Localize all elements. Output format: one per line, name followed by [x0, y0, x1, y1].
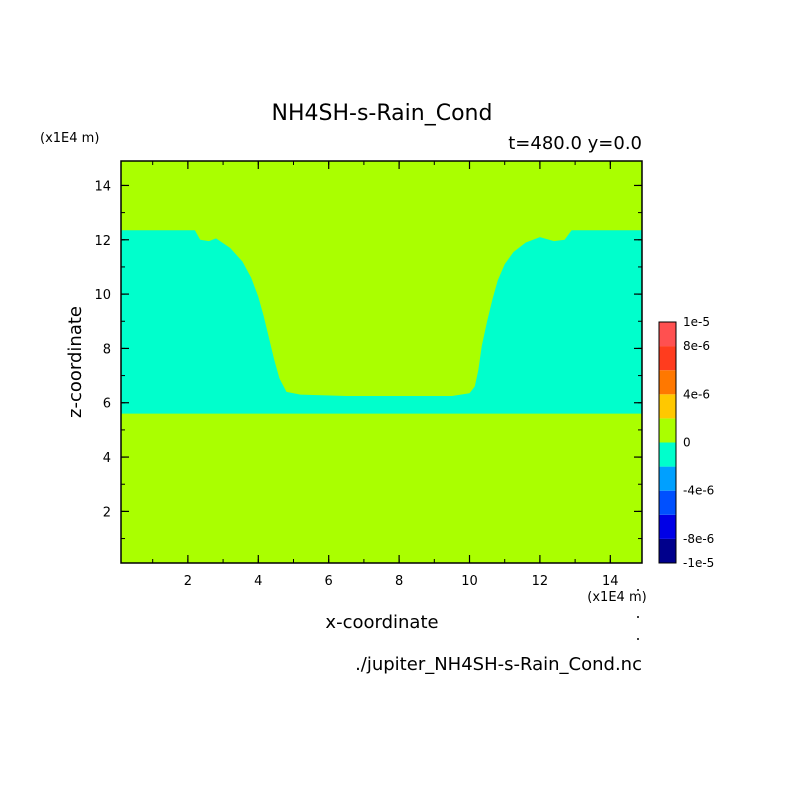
y-unit-label: (x1E4 m): [40, 131, 99, 146]
colorbar-label: -1e-5: [683, 556, 714, 570]
x-tick-label: 4: [254, 574, 262, 589]
colorbar-label: -8e-6: [683, 532, 714, 546]
x-tick-label: 10: [461, 574, 478, 589]
x-tick-label: 14: [602, 574, 619, 589]
x-axis: 2 4 6 8 10 12 14: [152, 161, 619, 589]
colorbar-segment: [659, 370, 676, 395]
x-unit-label: (x1E4 m): [587, 590, 646, 605]
plot-frame: [120, 160, 643, 564]
colorbar-segment: [659, 418, 676, 443]
y-tick-label: 14: [94, 179, 111, 194]
plot-area: [120, 160, 643, 564]
colorbar-segment: [659, 394, 676, 419]
marker-dot: [637, 638, 639, 640]
marker-dot: [637, 589, 639, 591]
colorbar-label: -4e-6: [683, 484, 714, 498]
x-tick-label: 8: [395, 574, 403, 589]
y-tick-label: 4: [103, 451, 111, 466]
y-axis: 2 4 6 8 10 12 14: [94, 179, 642, 540]
colorbar-segment: [659, 490, 676, 515]
chart-subtitle: t=480.0 y=0.0: [508, 133, 642, 154]
colorbar-segment: [659, 442, 676, 467]
x-axis-label: x-coordinate: [325, 612, 438, 633]
colorbar-segment: [659, 322, 676, 347]
chart-title: NH4SH-s-Rain_Cond: [272, 101, 493, 126]
colorbar-segment: [659, 346, 676, 371]
colorbar: -1e-5 -8e-6 -4e-6 0 4e-6 8e-6 1e-5: [658, 315, 714, 570]
colorbar-label: 4e-6: [683, 387, 710, 401]
x-tick-label: 2: [184, 574, 192, 589]
y-tick-label: 10: [94, 288, 111, 303]
colorbar-label: 0: [683, 436, 691, 450]
colorbar-label: 1e-5: [683, 315, 710, 329]
source-file-label: ./jupiter_NH4SH-s-Rain_Cond.nc: [355, 654, 642, 675]
y-axis-label: z-coordinate: [65, 306, 86, 418]
y-tick-label: 8: [103, 342, 111, 357]
colorbar-frame: [658, 321, 677, 564]
marker-dot: [637, 616, 639, 618]
x-tick-label: 12: [532, 574, 549, 589]
colorbar-segment: [659, 514, 676, 539]
colorbar-segment: [659, 466, 676, 491]
y-tick-label: 6: [103, 397, 111, 412]
colorbar-segment: [659, 538, 676, 563]
colorbar-label: 8e-6: [683, 339, 710, 353]
y-tick-label: 12: [94, 234, 111, 249]
x-tick-label: 6: [325, 574, 333, 589]
negative-value-region: [121, 230, 642, 414]
y-tick-label: 2: [103, 505, 111, 520]
